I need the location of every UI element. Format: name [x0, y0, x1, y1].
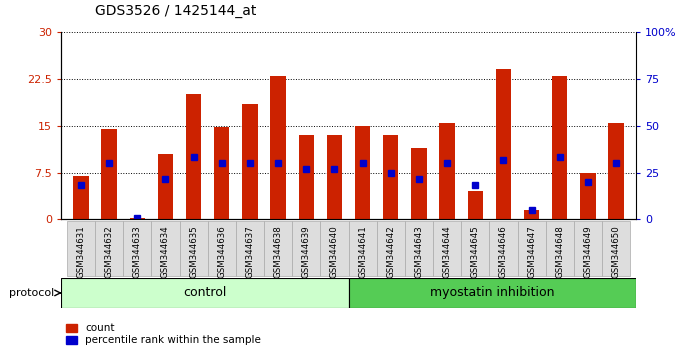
Text: GSM344646: GSM344646: [499, 225, 508, 278]
Legend: count, percentile rank within the sample: count, percentile rank within the sample: [67, 323, 261, 345]
Bar: [101, 129, 117, 219]
Bar: [264, 221, 292, 276]
Text: GSM344648: GSM344648: [556, 225, 564, 278]
Bar: [580, 172, 596, 219]
Bar: [355, 126, 371, 219]
Bar: [129, 218, 145, 219]
Text: GSM344636: GSM344636: [217, 225, 226, 278]
Text: GSM344649: GSM344649: [583, 225, 592, 278]
Bar: [524, 210, 539, 219]
Bar: [214, 127, 229, 219]
Text: GSM344641: GSM344641: [358, 225, 367, 278]
Bar: [326, 135, 342, 219]
Text: GSM344638: GSM344638: [273, 225, 283, 278]
Bar: [292, 221, 320, 276]
Bar: [405, 221, 433, 276]
Bar: [348, 221, 377, 276]
Text: GSM344643: GSM344643: [414, 225, 424, 278]
Bar: [433, 221, 461, 276]
Bar: [574, 221, 602, 276]
Text: protocol: protocol: [9, 288, 54, 298]
Bar: [95, 221, 123, 276]
Text: GSM344647: GSM344647: [527, 225, 536, 278]
Text: GSM344644: GSM344644: [443, 225, 452, 278]
Text: myostatin inhibition: myostatin inhibition: [430, 286, 554, 299]
Text: GSM344637: GSM344637: [245, 225, 254, 278]
Bar: [242, 104, 258, 219]
Bar: [377, 221, 405, 276]
Bar: [73, 176, 88, 219]
Text: GSM344639: GSM344639: [302, 225, 311, 278]
Text: GSM344631: GSM344631: [76, 225, 86, 278]
Bar: [602, 221, 630, 276]
Bar: [609, 122, 624, 219]
Text: GSM344635: GSM344635: [189, 225, 198, 278]
Text: GSM344632: GSM344632: [105, 225, 114, 278]
Text: GSM344642: GSM344642: [386, 225, 395, 278]
Bar: [461, 221, 490, 276]
Bar: [207, 221, 236, 276]
Bar: [271, 76, 286, 219]
Text: GSM344645: GSM344645: [471, 225, 480, 278]
Text: control: control: [183, 286, 226, 299]
Bar: [517, 221, 545, 276]
Text: GSM344650: GSM344650: [611, 225, 621, 278]
Bar: [180, 221, 207, 276]
Bar: [67, 221, 95, 276]
Bar: [490, 221, 517, 276]
Bar: [320, 221, 349, 276]
Bar: [123, 221, 152, 276]
Bar: [496, 69, 511, 219]
Bar: [348, 278, 636, 308]
Text: GSM344640: GSM344640: [330, 225, 339, 278]
Bar: [158, 154, 173, 219]
Bar: [545, 221, 574, 276]
Text: GDS3526 / 1425144_at: GDS3526 / 1425144_at: [95, 4, 256, 18]
Bar: [61, 278, 348, 308]
Bar: [383, 135, 398, 219]
Bar: [299, 135, 314, 219]
Text: GSM344633: GSM344633: [133, 225, 141, 278]
Bar: [552, 76, 568, 219]
Bar: [439, 122, 455, 219]
Bar: [186, 95, 201, 219]
Bar: [468, 191, 483, 219]
Text: GSM344634: GSM344634: [161, 225, 170, 278]
Bar: [411, 148, 426, 219]
Bar: [236, 221, 264, 276]
Bar: [152, 221, 180, 276]
